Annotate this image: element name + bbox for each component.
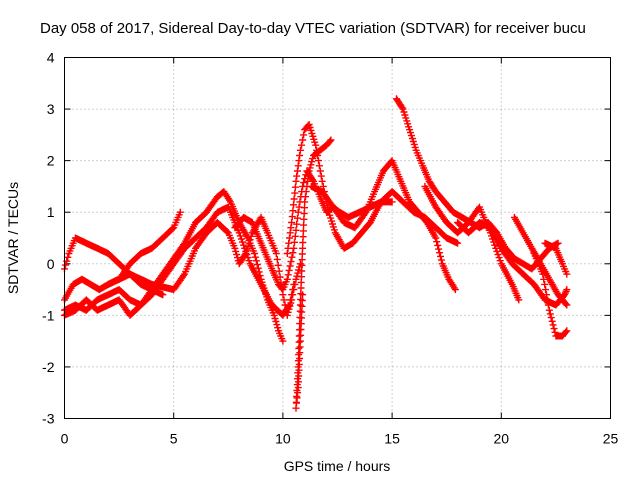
x-axis-label: GPS time / hours bbox=[284, 458, 391, 474]
data-series bbox=[393, 95, 562, 273]
y-tick-label: 4 bbox=[47, 50, 55, 66]
data-series bbox=[104, 213, 304, 319]
y-tick-label: -1 bbox=[42, 307, 55, 323]
x-tick-label: 15 bbox=[384, 431, 400, 447]
data-series bbox=[541, 239, 571, 278]
data-point-markers bbox=[541, 239, 571, 278]
data-point-markers bbox=[530, 250, 571, 340]
data-marks bbox=[61, 95, 571, 412]
y-tick-label: -2 bbox=[42, 359, 55, 375]
data-series bbox=[292, 136, 335, 412]
x-tick-label: 5 bbox=[170, 431, 178, 447]
data-point-markers bbox=[292, 136, 335, 412]
data-series bbox=[454, 219, 571, 309]
y-tick-label: 1 bbox=[47, 204, 55, 220]
y-axis-label: SDTVAR / TECUs bbox=[5, 182, 21, 294]
data-point-markers bbox=[393, 95, 562, 273]
data-point-markers bbox=[307, 157, 459, 294]
data-point-markers bbox=[104, 213, 304, 319]
y-tick-label: 2 bbox=[47, 153, 55, 169]
x-tick-label: 10 bbox=[275, 431, 291, 447]
chart-title: Day 058 of 2017, Sidereal Day-to-day VTE… bbox=[40, 20, 586, 37]
x-tick-label: 20 bbox=[494, 431, 510, 447]
x-tick-label: 25 bbox=[603, 431, 619, 447]
y-tick-label: 0 bbox=[47, 256, 55, 272]
data-point-markers bbox=[454, 219, 571, 309]
plot-frame bbox=[64, 57, 611, 419]
data-series bbox=[530, 250, 571, 340]
data-series bbox=[307, 157, 459, 294]
y-tick-label: 3 bbox=[47, 101, 55, 117]
x-tick-label: 0 bbox=[61, 431, 69, 447]
y-tick-label: -3 bbox=[42, 411, 55, 427]
